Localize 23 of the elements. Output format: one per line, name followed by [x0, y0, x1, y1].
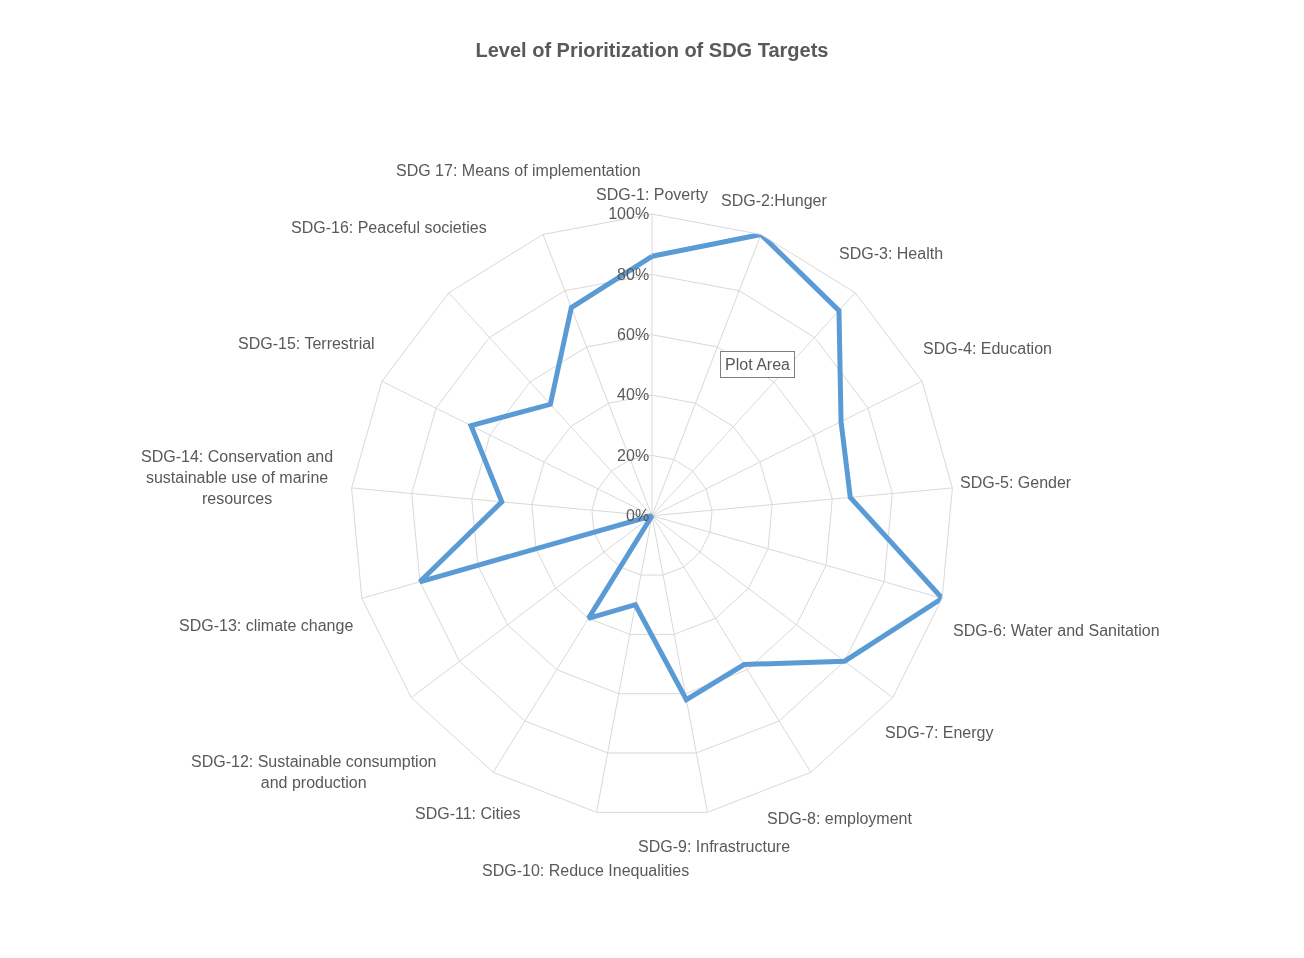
spoke-label: SDG-9: Infrastructure	[638, 838, 791, 855]
spoke-label: SDG-3: Health	[839, 245, 944, 262]
y-tick-label: 100%	[608, 205, 650, 223]
spoke-label: SDG-2:Hunger	[721, 192, 828, 209]
y-tick-label: 60%	[617, 325, 650, 343]
spoke-label: SDG-16: Peaceful societies	[291, 219, 487, 236]
spoke-label: SDG 17: Means of implementation	[396, 162, 641, 179]
spoke-label: SDG-14: Conservation and sustainable use of marine resources	[141, 448, 334, 507]
spoke-label: SDG-8: employment	[767, 810, 913, 827]
y-tick-label: 20%	[617, 446, 650, 464]
spoke-label: SDG-5: Gender	[960, 474, 1072, 491]
chart-title: Level of Prioritization of SDG Targets	[475, 39, 829, 62]
spoke-label: SDG-6: Water and Sanitation	[953, 622, 1160, 639]
spoke-label: SDG-7: Energy	[885, 724, 994, 741]
spoke-label: SDG-15: Terrestrial	[238, 335, 375, 352]
spoke-label: SDG-13: climate change	[179, 617, 354, 634]
spoke-label: SDG-11: Cities	[415, 805, 521, 822]
spoke-label: SDG-1: Poverty	[596, 186, 709, 203]
spoke-label: SDG-12: Sustainable consumption and production	[191, 753, 437, 791]
y-tick-label: 40%	[617, 386, 650, 404]
spoke-label: SDG-10: Reduce Inequalities	[482, 862, 690, 879]
text: Plot Area	[725, 356, 791, 373]
spoke-label: SDG-4: Education	[923, 340, 1052, 357]
